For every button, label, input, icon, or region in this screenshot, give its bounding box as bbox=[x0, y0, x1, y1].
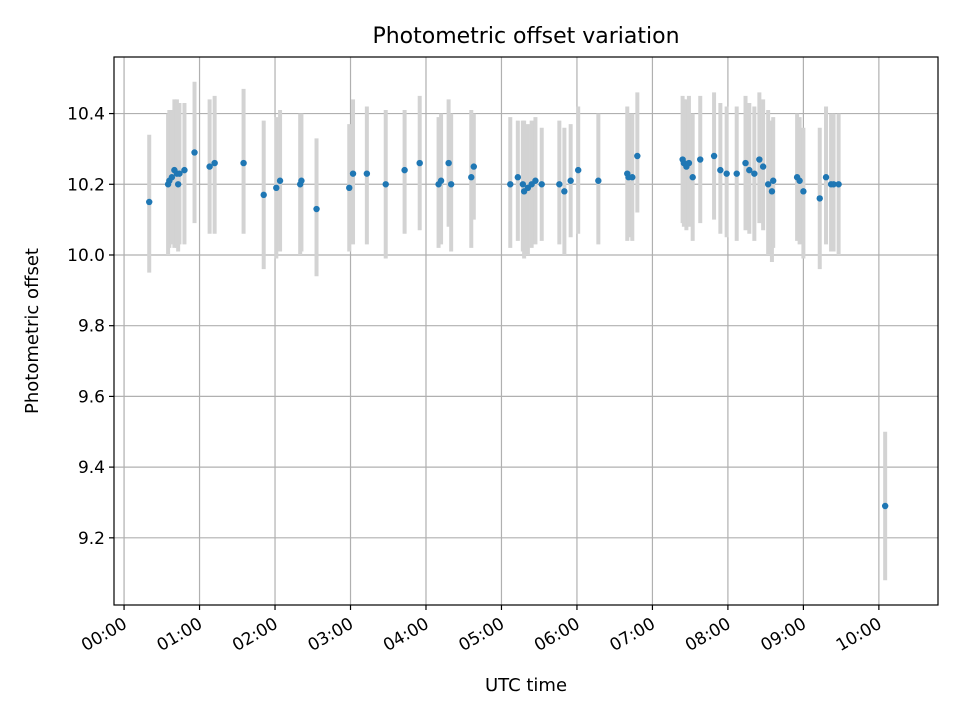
data-point bbox=[174, 181, 182, 188]
data-point bbox=[211, 159, 218, 167]
data-point bbox=[468, 174, 475, 181]
y-axis-label: Photometric offset bbox=[22, 248, 43, 414]
y-tick-label: 9.2 bbox=[78, 529, 105, 549]
data-point bbox=[276, 177, 284, 184]
data-point bbox=[770, 177, 777, 184]
data-point bbox=[532, 177, 539, 184]
data-point bbox=[445, 159, 452, 167]
data-point bbox=[176, 170, 183, 177]
data-point bbox=[710, 152, 718, 160]
data-point bbox=[733, 170, 740, 177]
data-point bbox=[561, 188, 568, 195]
data-point bbox=[751, 170, 758, 177]
data-point bbox=[685, 159, 693, 167]
data-point bbox=[507, 181, 514, 188]
data-points bbox=[146, 149, 889, 510]
data-point bbox=[437, 177, 445, 184]
data-point bbox=[723, 170, 730, 177]
data-point bbox=[206, 163, 213, 170]
data-point bbox=[835, 181, 842, 188]
data-point bbox=[273, 184, 280, 192]
data-point bbox=[191, 149, 198, 156]
data-point bbox=[382, 181, 389, 188]
data-point bbox=[313, 205, 320, 213]
data-point bbox=[401, 166, 408, 174]
data-point bbox=[768, 188, 776, 195]
plot-frame bbox=[113, 56, 939, 606]
data-point bbox=[689, 174, 696, 181]
data-point bbox=[881, 502, 889, 510]
data-point bbox=[634, 152, 641, 160]
data-point bbox=[240, 159, 247, 167]
data-point bbox=[756, 156, 763, 163]
data-point bbox=[742, 159, 749, 167]
data-point bbox=[595, 177, 602, 184]
data-point bbox=[796, 177, 803, 184]
data-point bbox=[830, 181, 837, 188]
data-point bbox=[363, 170, 371, 177]
data-point bbox=[629, 174, 636, 181]
data-point bbox=[816, 195, 823, 202]
y-tick-label: 9.8 bbox=[78, 317, 105, 337]
data-point bbox=[260, 191, 267, 199]
y-tick-label: 10.2 bbox=[67, 175, 105, 195]
y-tick-label: 10.0 bbox=[67, 246, 105, 266]
data-point bbox=[346, 184, 353, 192]
data-point bbox=[575, 166, 582, 174]
data-point bbox=[822, 174, 830, 181]
data-point bbox=[349, 170, 357, 177]
y-axis: 9.2 9.4 9.6 9.8 10.0 10.2 10.4 bbox=[67, 105, 114, 549]
data-point bbox=[746, 166, 753, 174]
chart-title: Photometric offset variation bbox=[372, 24, 679, 49]
data-point bbox=[567, 177, 574, 184]
data-point bbox=[514, 174, 522, 181]
data-point bbox=[800, 188, 807, 195]
data-point bbox=[764, 181, 772, 188]
data-point bbox=[168, 174, 176, 181]
data-point bbox=[717, 166, 724, 174]
data-point bbox=[519, 181, 527, 188]
data-point bbox=[697, 156, 704, 163]
data-point bbox=[181, 166, 188, 174]
y-tick-label: 9.6 bbox=[78, 387, 105, 407]
data-point bbox=[538, 181, 545, 188]
data-point bbox=[759, 163, 767, 170]
y-tick-label: 9.4 bbox=[78, 458, 105, 478]
data-point bbox=[146, 198, 153, 206]
y-tick-label: 10.4 bbox=[67, 105, 105, 125]
x-axis-label: UTC time bbox=[485, 675, 567, 696]
data-point bbox=[556, 181, 563, 188]
data-point bbox=[470, 163, 477, 170]
data-point bbox=[416, 159, 423, 167]
data-point bbox=[298, 177, 305, 184]
data-point bbox=[447, 181, 455, 188]
